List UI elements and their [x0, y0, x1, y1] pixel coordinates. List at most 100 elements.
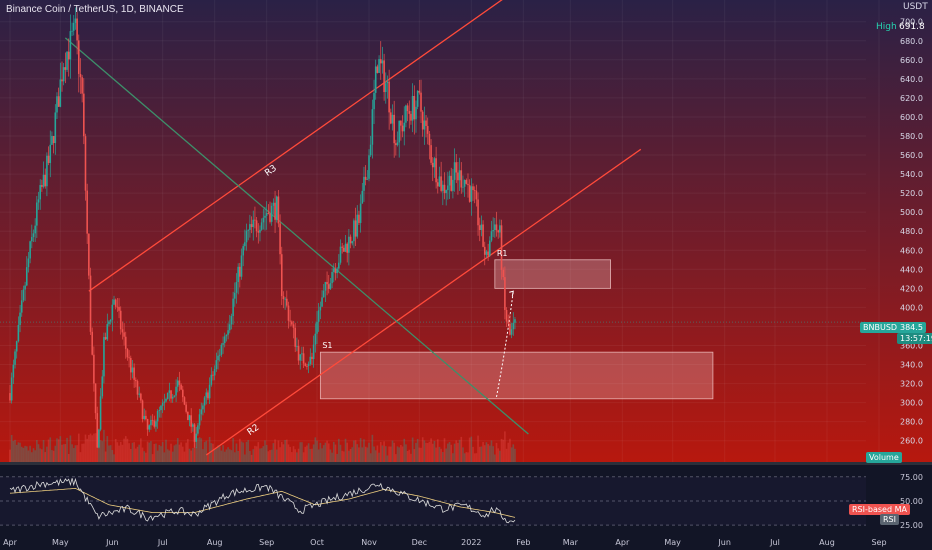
candle-body	[22, 289, 25, 301]
price-tick-label: 680.0	[900, 37, 923, 46]
volume-bar	[32, 448, 35, 462]
candle-body	[215, 360, 218, 370]
volume-bar	[123, 438, 125, 462]
volume-bar	[183, 451, 186, 462]
candle-body	[49, 144, 52, 163]
candle-body	[185, 404, 187, 412]
volume-bar	[413, 449, 416, 462]
price-tick-label: 260.0	[900, 437, 923, 446]
volume-bar	[56, 438, 58, 462]
candle-body	[31, 237, 33, 242]
candle-body	[79, 73, 82, 78]
candle-body	[410, 113, 412, 121]
candle-body	[463, 179, 466, 187]
volume-bar	[284, 439, 286, 462]
volume-bar	[156, 450, 159, 462]
volume-bar	[286, 439, 288, 462]
candle-body	[443, 184, 446, 194]
volume-bar	[354, 440, 357, 462]
candle-body	[205, 392, 208, 398]
volume-bar	[321, 448, 323, 462]
volume-bar	[485, 442, 488, 462]
price-tick-label: 460.0	[900, 246, 923, 255]
candle-body	[111, 304, 114, 320]
volume-bar	[165, 439, 167, 462]
volume-bar	[76, 445, 78, 462]
volume-bar	[249, 450, 251, 462]
volume-bar	[260, 448, 263, 462]
volume-bar	[442, 451, 444, 462]
candle-body	[455, 162, 458, 173]
volume-bar	[163, 452, 166, 462]
candle-body	[183, 397, 186, 405]
volume-bar	[176, 438, 179, 462]
volume-bar	[235, 443, 238, 462]
volume-bar	[289, 446, 291, 462]
volume-bar	[388, 446, 390, 462]
volume-bar	[309, 448, 312, 462]
volume-bar	[207, 453, 209, 462]
candle-body	[339, 246, 342, 263]
symbol-title[interactable]: Binance Coin / TetherUS, 1D, BINANCE	[6, 4, 184, 15]
price-tick-label: 540.0	[900, 170, 923, 179]
price-tick-label: 500.0	[900, 208, 923, 217]
volume-bar	[74, 445, 77, 462]
volume-bar	[478, 446, 481, 462]
volume-bar	[175, 444, 177, 462]
candle-body	[255, 220, 258, 232]
volume-bar	[51, 450, 53, 462]
volume-bar	[88, 434, 90, 462]
candle-body	[428, 133, 431, 146]
volume-bar	[215, 448, 218, 462]
volume-bar	[297, 448, 300, 462]
volume-bar	[106, 436, 109, 462]
volume-bar	[185, 442, 187, 462]
volume-bar	[200, 438, 203, 462]
volume-bar	[46, 446, 48, 462]
volume-bar	[41, 449, 43, 462]
volume-bar	[353, 440, 355, 462]
price-axis[interactable]: 700.0 680.0 660.0 640.0 620.0 600.0 580.0 560.0…	[900, 18, 923, 446]
candle-body	[287, 305, 290, 321]
candle-body	[36, 202, 38, 226]
volume-bar	[247, 440, 250, 462]
candle-body	[119, 310, 122, 330]
volume-bar	[393, 442, 395, 462]
candle-body	[334, 268, 337, 274]
volume-bar	[161, 442, 164, 462]
candle-body	[29, 241, 31, 259]
candle-body	[89, 275, 92, 332]
candle-body	[314, 333, 317, 345]
price-tick-label: 560.0	[900, 151, 923, 160]
candle-body	[462, 186, 464, 188]
volume-bar	[49, 437, 52, 462]
volume-bar	[250, 454, 253, 462]
volume-bar	[166, 449, 169, 462]
candle-body	[175, 386, 177, 396]
volume-bar	[108, 445, 110, 462]
volume-bar	[62, 444, 65, 462]
time-axis[interactable]: Apr May Jun Jul Aug Sep Oct Nov Dec 2022 Feb Mar Apr…	[0, 532, 932, 550]
candle-body	[391, 114, 394, 124]
candle-body	[430, 145, 432, 163]
candle-body	[136, 381, 139, 395]
volume-bar	[443, 438, 446, 462]
candle-body	[103, 337, 105, 377]
candle-body	[94, 383, 97, 414]
pane-divider[interactable]	[0, 462, 932, 465]
volume-bar	[136, 446, 139, 462]
candle-body	[512, 322, 515, 330]
volume-bar	[292, 446, 295, 462]
candle-body	[12, 364, 15, 378]
candle-body	[344, 243, 347, 252]
candle-body	[329, 283, 332, 289]
volume-bar	[495, 442, 498, 462]
candle-body	[301, 353, 303, 355]
candle-body	[396, 142, 399, 146]
candle-body	[188, 415, 191, 421]
volume-bar	[398, 447, 401, 462]
volume-bar	[463, 453, 466, 462]
volume-bar	[84, 434, 87, 462]
